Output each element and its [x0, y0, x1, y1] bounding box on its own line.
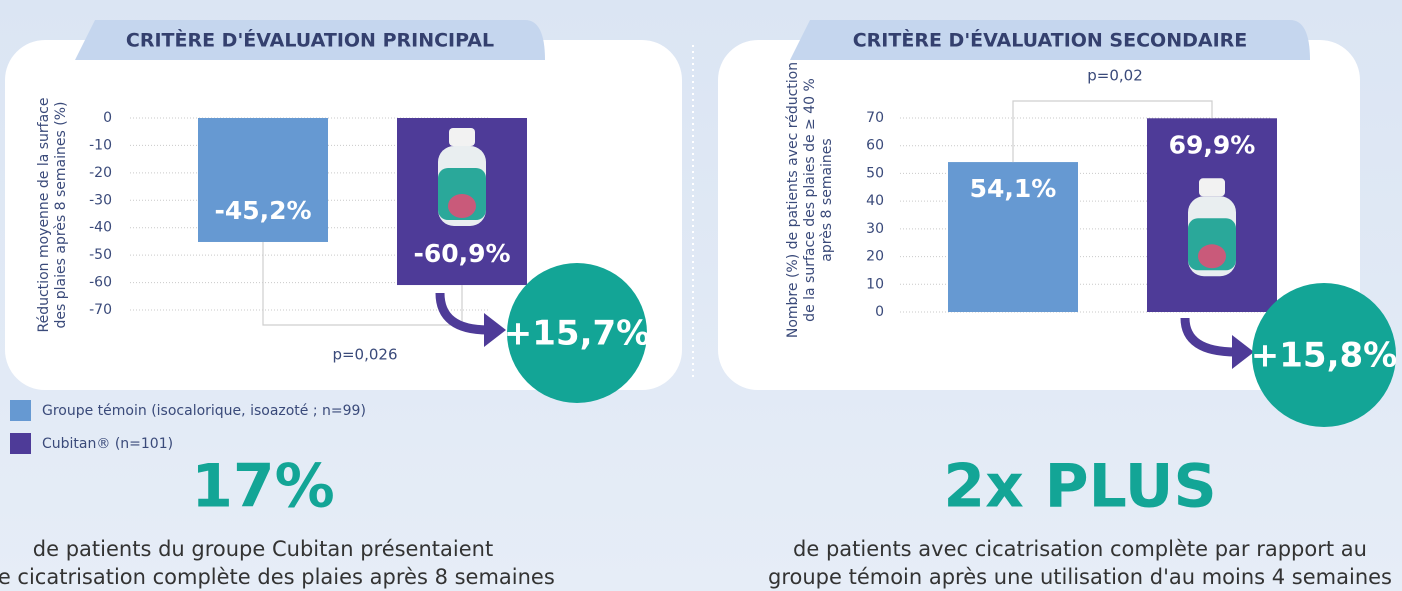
y-tick-label: -10: [89, 137, 112, 153]
highlight-text: de patients du groupe Cubitan présentaie…: [33, 537, 493, 561]
y-tick-label: -30: [89, 192, 112, 208]
y-tick-label: 0: [103, 110, 112, 126]
y-tick-label: 40: [866, 193, 884, 209]
y-tick-label: -60: [89, 275, 112, 291]
y-tick-label: -50: [89, 247, 112, 263]
y-tick-label: 50: [866, 165, 884, 181]
value-label: -45,2%: [214, 196, 311, 225]
y-tick-label: 60: [866, 138, 884, 154]
legend-swatch: [10, 400, 31, 421]
bottle-fruit: [1198, 244, 1226, 268]
y-axis-label: des plaies après 8 semaines (%): [53, 102, 69, 329]
value-label: 54,1%: [970, 174, 1057, 203]
highlight-value: 2x PLUS: [943, 452, 1216, 522]
highlight-text: groupe témoin après une utilisation d'au…: [768, 565, 1392, 589]
highlight-value: 17%: [191, 452, 335, 522]
value-label: -60,9%: [413, 239, 510, 268]
y-axis-label: Nombre (%) de patients avec réduction: [785, 62, 801, 338]
y-tick-label: -70: [89, 302, 112, 318]
infographic: CRITÈRE D'ÉVALUATION PRINCIPAL 0 -10 -20 -30…: [0, 0, 1402, 591]
y-tick-label: 10: [866, 276, 884, 292]
bottle-cap: [449, 128, 475, 146]
p-value: p=0,026: [332, 346, 397, 364]
p-value: p=0,02: [1087, 67, 1143, 85]
y-tick-label: 70: [866, 110, 884, 126]
highlight-text: de patients avec cicatrisation complète …: [793, 537, 1367, 561]
difference-value: +15,7%: [504, 314, 650, 354]
legend-label: Groupe témoin (isocalorique, isoazoté ; …: [42, 403, 366, 419]
value-label: 69,9%: [1169, 130, 1256, 159]
y-tick-label: 20: [866, 249, 884, 265]
legend-swatch: [10, 433, 31, 454]
difference-value: +15,8%: [1251, 336, 1397, 376]
y-tick-label: -40: [89, 220, 112, 236]
chart-title: CRITÈRE D'ÉVALUATION PRINCIPAL: [126, 29, 494, 52]
y-axis-label: de la surface des plaies de ≥ 40 %: [802, 78, 818, 322]
y-axis-label: Réduction moyenne de la surface: [36, 98, 52, 333]
y-tick-label: 30: [866, 221, 884, 237]
bottle-fruit: [448, 194, 476, 218]
content: CRITÈRE D'ÉVALUATION PRINCIPAL 0 -10 -20 -30…: [0, 20, 1397, 589]
legend-label: Cubitan® (n=101): [42, 436, 173, 452]
highlight-text: une cicatrisation complète des plaies ap…: [0, 565, 555, 589]
y-tick-label: -20: [89, 165, 112, 181]
y-axis-label: après 8 semaines: [819, 138, 835, 261]
chart-title: CRITÈRE D'ÉVALUATION SECONDAIRE: [853, 29, 1248, 52]
bottle-cap: [1199, 178, 1225, 196]
y-tick-label: 0: [875, 304, 884, 320]
